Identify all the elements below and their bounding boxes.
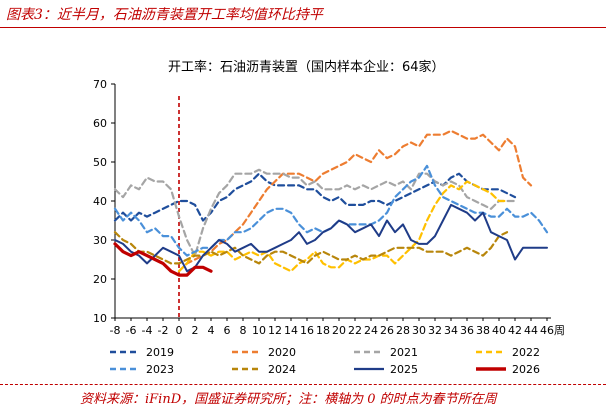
chart-legend: 2019 2020 2021 2022 2023 2024 2025 2026	[110, 346, 540, 376]
x-tick-label: 2	[192, 324, 199, 337]
y-tick-label: 30	[93, 234, 107, 247]
legend-label: 2020	[268, 346, 296, 359]
x-tick-label: -6	[126, 324, 137, 337]
legend-item-2021: 2021	[354, 346, 418, 359]
legend-item-2024: 2024	[232, 363, 296, 376]
x-tick-label: 22	[348, 324, 362, 337]
y-tick-label: 40	[93, 195, 107, 208]
x-tick-label: 6	[224, 324, 231, 337]
source-divider	[0, 384, 606, 385]
series-line-2026	[113, 242, 213, 277]
x-tick-label: 26	[380, 324, 394, 337]
series-line-2021	[113, 168, 517, 257]
legend-item-2020: 2020	[232, 346, 296, 359]
legend-label: 2023	[146, 363, 174, 376]
x-tick-label: 38	[476, 324, 490, 337]
legend-label: 2025	[390, 363, 418, 376]
x-tick-label: 18	[316, 324, 330, 337]
x-tick-label: 46	[540, 324, 554, 337]
series-line-2024	[113, 231, 509, 265]
x-tick-label: 24	[364, 324, 378, 337]
series-line-2025	[114, 203, 548, 273]
x-tick-label: 10	[252, 324, 266, 337]
y-tick-label: 20	[93, 273, 107, 286]
x-tick-label: 16	[300, 324, 314, 337]
legend-label: 2026	[512, 363, 540, 376]
chart-title: 开工率：石油沥青装置（国内样本企业：64家）	[168, 60, 445, 75]
legend-item-2022: 2022	[476, 346, 540, 359]
x-tick-label: 32	[428, 324, 442, 337]
x-tick-label: 8	[240, 324, 247, 337]
x-tick-label: -8	[110, 324, 121, 337]
legend-label: 2019	[146, 346, 174, 359]
x-tick-label: 28	[396, 324, 410, 337]
figure-caption: 图表3：近半月，石油沥青装置开工率均值环比持平	[6, 7, 323, 23]
legend-label: 2024	[268, 363, 296, 376]
source-note: 资料来源：iFinD，国盛证券研究所；注：横轴为 0 的时点为春节所在周	[80, 392, 497, 407]
series-line-2023	[113, 164, 549, 257]
y-tick-label: 70	[93, 78, 107, 91]
series-line-2022	[177, 180, 509, 273]
x-tick-label: 40	[492, 324, 506, 337]
legend-item-2026: 2026	[476, 363, 540, 376]
x-axis-label: 周	[554, 324, 565, 337]
x-tick-label: 12	[268, 324, 282, 337]
y-tick-label: 60	[93, 117, 107, 130]
y-tick-label: 50	[93, 156, 107, 169]
legend-item-2023: 2023	[110, 363, 174, 376]
x-tick-label: 30	[412, 324, 426, 337]
x-tick-label: 4	[208, 324, 215, 337]
x-tick-label: 20	[332, 324, 346, 337]
x-tick-label: 36	[460, 324, 474, 337]
chart-series	[113, 129, 549, 277]
x-tick-label: -4	[142, 324, 153, 337]
series-line-2020	[177, 129, 533, 273]
legend-item-2019: 2019	[110, 346, 174, 359]
x-tick-label: 44	[524, 324, 538, 337]
x-tick-label: 14	[284, 324, 298, 337]
x-tick-label: 0	[176, 324, 183, 337]
x-tick-label: 42	[508, 324, 522, 337]
x-tick-label: -2	[158, 324, 169, 337]
y-tick-label: 10	[93, 312, 107, 325]
legend-label: 2021	[390, 346, 418, 359]
legend-label: 2022	[512, 346, 540, 359]
x-tick-label: 34	[444, 324, 458, 337]
series-line-2019	[113, 172, 517, 222]
legend-item-2025: 2025	[354, 363, 418, 376]
caption-divider	[0, 27, 606, 28]
